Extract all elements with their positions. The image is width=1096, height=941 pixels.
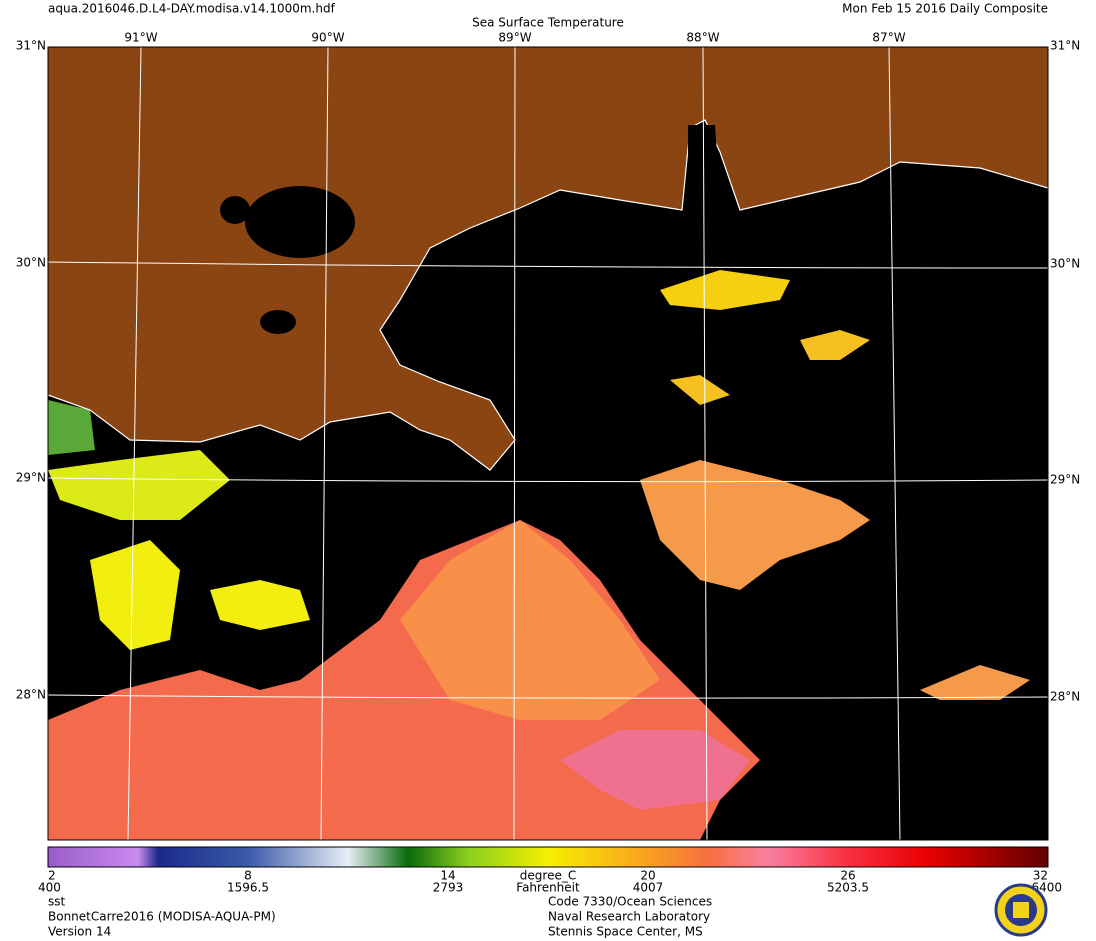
sst-yellow [800, 330, 870, 360]
sst-orange [400, 520, 660, 720]
colorbar-unit-c: degree_C [520, 869, 576, 883]
colorbar-tick-c: 14 [440, 869, 455, 883]
logo [994, 883, 1048, 937]
footer-right: Naval Research Laboratory [548, 910, 710, 924]
sst-yellow [660, 270, 790, 310]
meridian [702, 46, 708, 841]
sst-orange [920, 665, 1030, 700]
parallel [47, 694, 1049, 699]
sst-yellow [210, 580, 310, 630]
colorbar-tick-f: 1596.5 [227, 881, 269, 895]
colorbar-tick-c: 2 [48, 869, 56, 883]
colorbar-tick-c: 32 [1033, 869, 1048, 883]
colorbar-tick-c: 20 [640, 869, 655, 883]
colorbar [47, 846, 1049, 868]
longitude-label: 91°W [124, 31, 157, 45]
parallel [47, 261, 1049, 269]
date: Mon Feb 15 2016 Daily Composite [842, 2, 1048, 16]
latitude-label: 29°N [1050, 473, 1080, 487]
latitude-label: 31°N [16, 39, 46, 53]
sst-green [48, 400, 95, 455]
sst-orange [640, 460, 870, 590]
footer-left: sst [48, 895, 66, 909]
longitude-label: 89°W [498, 31, 531, 45]
lake [260, 310, 296, 334]
colorbar-tick-c: 26 [840, 869, 855, 883]
meridian [888, 46, 901, 841]
colorbar-tick-f: 2793 [433, 881, 464, 895]
lake [245, 186, 355, 258]
meridian [127, 46, 142, 841]
colorbar-tick-c: 8 [244, 869, 252, 883]
sst-yellow [670, 375, 730, 405]
file-name: aqua.2016046.D.L4-DAY.modisa.v14.1000m.h… [48, 2, 336, 16]
map-frame [47, 46, 1049, 841]
coastline [47, 119, 1049, 471]
sst-yellow [48, 450, 230, 520]
longitude-label: 87°W [872, 31, 905, 45]
map [47, 46, 1049, 841]
colorbar-tick-f: 5203.5 [827, 881, 869, 895]
latitude-label: 30°N [1050, 257, 1080, 271]
latitude-label: 30°N [16, 256, 46, 270]
latitude-label: 31°N [1050, 39, 1080, 53]
lake [220, 196, 250, 224]
latitude-label: 28°N [1050, 690, 1080, 704]
colorbar-tick-f: 4007 [633, 881, 664, 895]
land [48, 47, 1048, 470]
title: Sea Surface Temperature [472, 16, 624, 30]
meridian [513, 46, 516, 841]
footer-left: Version 14 [48, 925, 111, 939]
parallel [47, 477, 1049, 483]
sst-yellow [90, 540, 180, 650]
meridian [320, 46, 329, 841]
latitude-label: 29°N [16, 471, 46, 485]
colorbar-tick-f: 400 [38, 881, 61, 895]
sst-warmest [560, 730, 750, 810]
footer-right: Code 7330/Ocean Sciences [548, 895, 712, 909]
footer-left: BonnetCarre2016 (MODISA-AQUA-PM) [48, 910, 276, 924]
longitude-label: 88°W [686, 31, 719, 45]
footer-right: Stennis Space Center, MS [548, 925, 703, 939]
latitude-label: 28°N [16, 688, 46, 702]
colorbar-unit-f: Fahrenheit [516, 881, 580, 895]
longitude-label: 90°W [311, 31, 344, 45]
